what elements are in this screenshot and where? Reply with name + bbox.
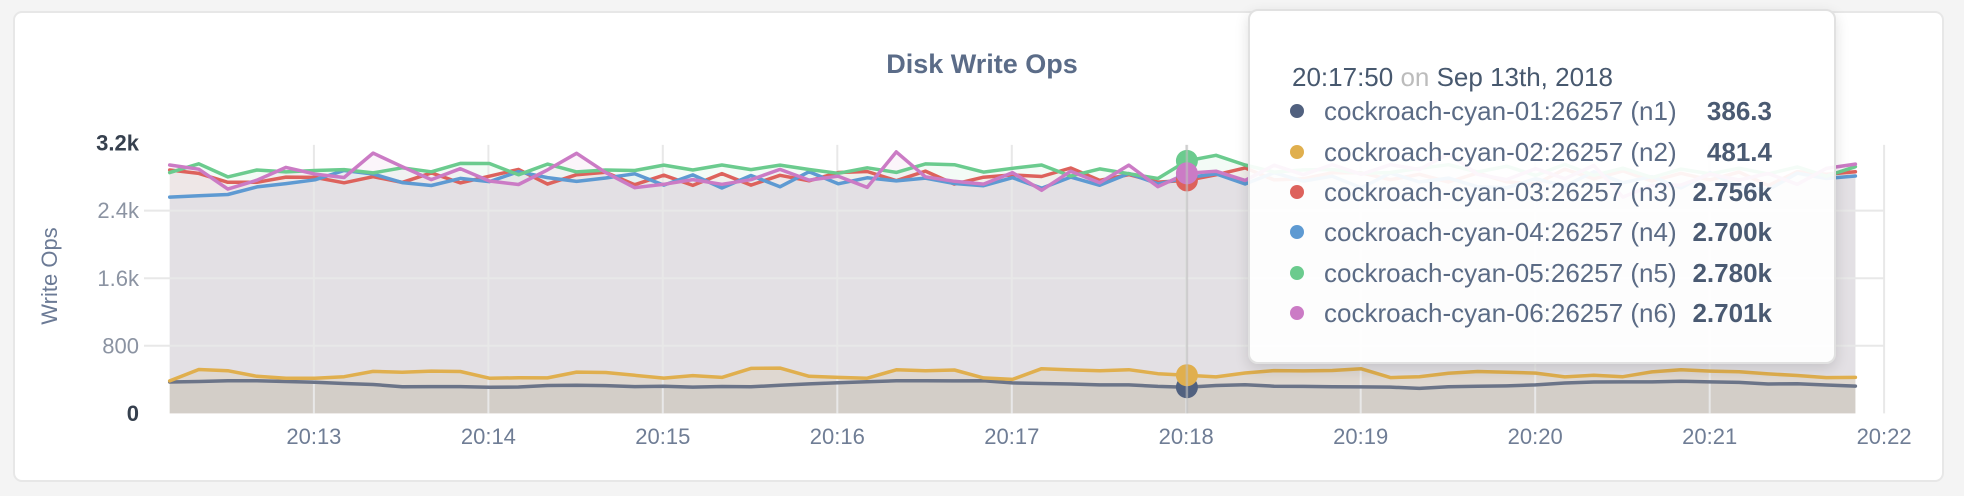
svg-text:20:16: 20:16 (810, 424, 865, 449)
svg-text:20:19: 20:19 (1333, 424, 1388, 449)
svg-text:20:21: 20:21 (1682, 424, 1737, 449)
svg-text:20:13: 20:13 (286, 424, 341, 449)
svg-text:Write Ops: Write Ops (37, 227, 62, 324)
svg-text:20:14: 20:14 (461, 424, 516, 449)
svg-text:0: 0 (127, 401, 139, 426)
svg-text:800: 800 (102, 333, 139, 358)
svg-text:3.2k: 3.2k (96, 131, 140, 156)
svg-text:20:20: 20:20 (1508, 424, 1563, 449)
svg-text:20:17: 20:17 (984, 424, 1039, 449)
svg-text:Disk Write Ops: Disk Write Ops (886, 49, 1078, 79)
svg-text:1.6k: 1.6k (97, 266, 140, 291)
svg-text:20:18: 20:18 (1159, 424, 1214, 449)
svg-text:20:22: 20:22 (1857, 424, 1912, 449)
svg-text:2.4k: 2.4k (97, 198, 140, 223)
svg-text:20:15: 20:15 (635, 424, 690, 449)
